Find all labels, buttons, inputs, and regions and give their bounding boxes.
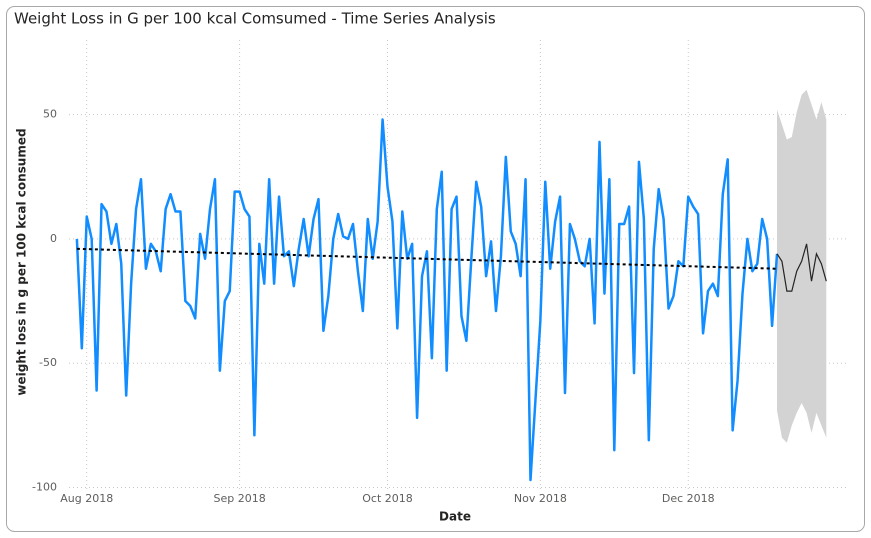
forecast-line xyxy=(776,243,827,292)
x-tick-label: Sep 2018 xyxy=(213,492,265,505)
x-tick-label: Oct 2018 xyxy=(362,492,413,505)
trend-line xyxy=(76,247,778,270)
chart-title: Weight Loss in G per 100 kcal Comsumed -… xyxy=(14,10,496,28)
forecast-band xyxy=(777,89,827,443)
y-tick-label: -50 xyxy=(39,356,57,369)
y-tick-label: 0 xyxy=(50,232,57,245)
x-tick-label: Nov 2018 xyxy=(514,492,567,505)
x-tick-label: Aug 2018 xyxy=(60,492,113,505)
x-axis-title: Date xyxy=(439,510,471,524)
y-axis-title: weight loss in g per 100 kcal consumed xyxy=(15,128,29,395)
series-line xyxy=(75,118,779,482)
y-tick-label: -100 xyxy=(32,481,57,494)
y-tick-label: 50 xyxy=(43,108,57,121)
x-tick-label: Dec 2018 xyxy=(662,492,715,505)
